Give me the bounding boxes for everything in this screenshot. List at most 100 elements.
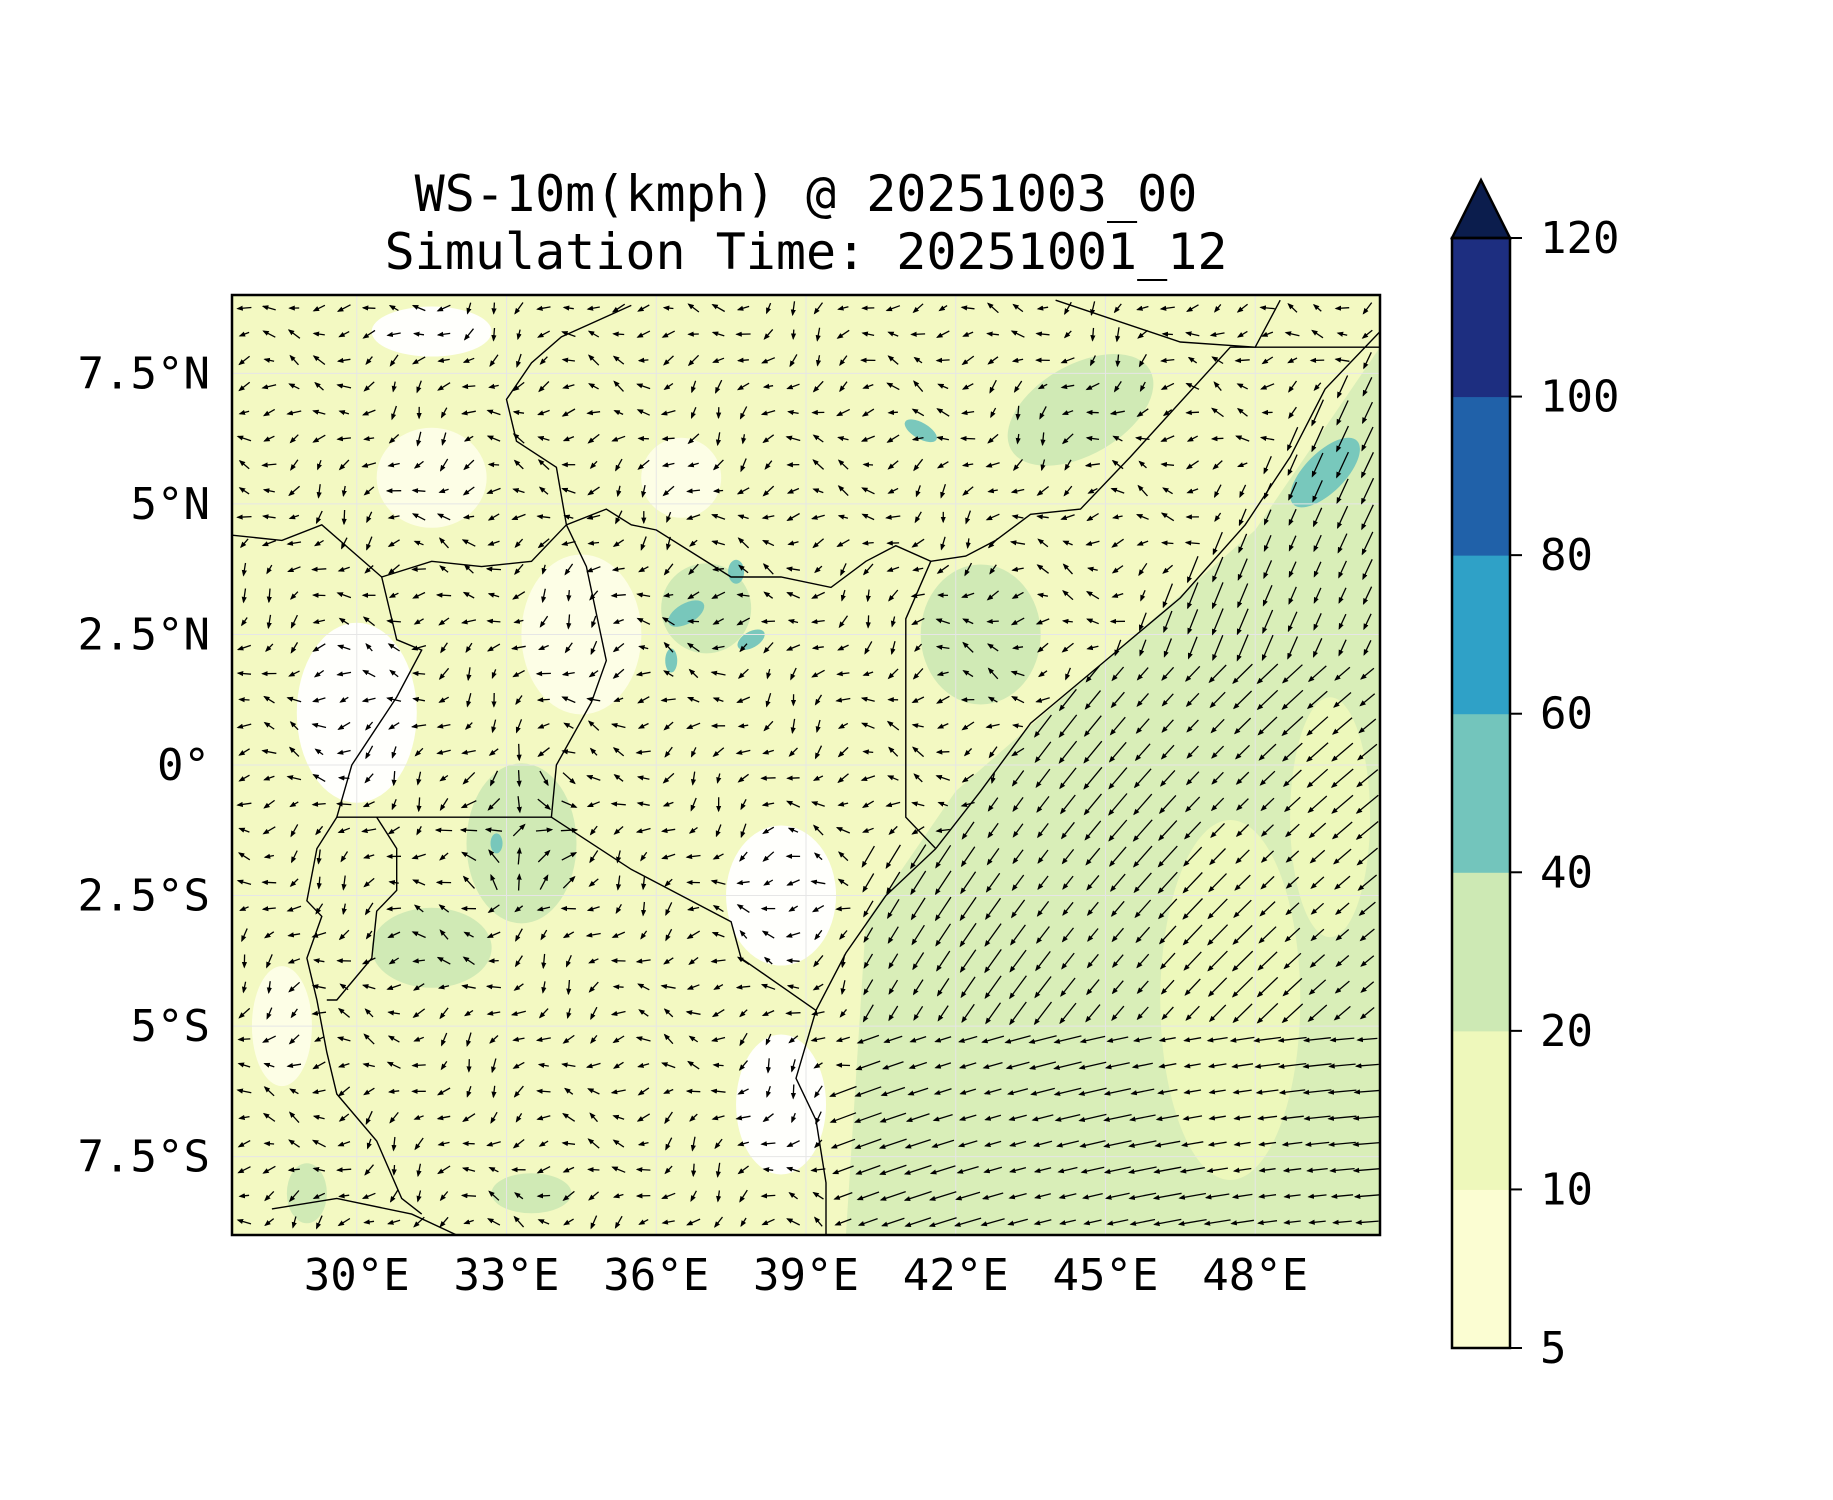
wind-arrow bbox=[1064, 301, 1072, 316]
wind-arrow bbox=[687, 354, 700, 367]
wind-arrow bbox=[286, 696, 302, 703]
wind-arrow bbox=[1085, 591, 1100, 600]
wind-arrow bbox=[236, 514, 252, 520]
coastline-east-africa bbox=[795, 848, 937, 1235]
wind-arrow bbox=[238, 459, 250, 470]
wind-arrow bbox=[537, 409, 550, 416]
wind-arrow bbox=[987, 356, 999, 365]
wind-arrow bbox=[1338, 587, 1347, 604]
shade-region bbox=[371, 907, 492, 988]
wind-arrow bbox=[812, 434, 824, 443]
wind-arrow bbox=[1186, 719, 1199, 733]
wind-arrow bbox=[586, 566, 601, 573]
wind-arrow bbox=[1035, 697, 1050, 703]
colorbar-tick-label: 5 bbox=[1540, 1323, 1567, 1374]
wind-arrow bbox=[661, 330, 675, 338]
wind-arrow bbox=[687, 462, 699, 468]
wind-arrow bbox=[637, 357, 649, 363]
wind-arrow bbox=[1061, 410, 1074, 416]
wind-arrow bbox=[511, 645, 526, 651]
wind-arrow bbox=[837, 746, 849, 758]
wind-arrow bbox=[1233, 717, 1252, 735]
wind-arrow bbox=[537, 747, 550, 757]
wind-arrow bbox=[636, 592, 651, 598]
wind-arrow bbox=[1084, 462, 1100, 468]
wind-arrow bbox=[238, 774, 250, 782]
wind-arrow bbox=[466, 302, 472, 315]
wind-arrow bbox=[989, 564, 997, 575]
wind-arrow bbox=[1312, 638, 1323, 658]
wind-arrow bbox=[965, 538, 971, 549]
wind-arrow bbox=[562, 435, 575, 442]
wind-arrow bbox=[412, 670, 426, 677]
wind-arrow bbox=[336, 383, 352, 389]
wind-arrow bbox=[561, 357, 575, 363]
wind-arrow bbox=[561, 331, 576, 338]
wind-arrow bbox=[1083, 715, 1102, 737]
wind-arrow bbox=[289, 721, 299, 731]
wind-arrow bbox=[1187, 609, 1199, 635]
wind-arrow bbox=[590, 640, 598, 656]
wind-arrow bbox=[236, 435, 252, 442]
wind-arrow bbox=[1281, 664, 1303, 684]
wind-arrow bbox=[663, 592, 674, 598]
colorbar-tick-label: 120 bbox=[1540, 213, 1619, 264]
wind-arrow bbox=[237, 1036, 251, 1042]
wind-arrow bbox=[762, 383, 774, 389]
shade-region bbox=[665, 648, 678, 673]
wind-arrow bbox=[366, 536, 373, 551]
wind-arrow bbox=[1063, 330, 1072, 339]
wind-arrow bbox=[413, 331, 425, 337]
wind-arrow bbox=[1061, 433, 1074, 445]
wind-arrow bbox=[737, 357, 749, 363]
wind-arrow bbox=[1064, 459, 1072, 471]
wind-arrow bbox=[662, 305, 674, 311]
wind-arrow bbox=[815, 355, 822, 367]
wind-arrow bbox=[1234, 357, 1250, 364]
wind-arrow bbox=[813, 302, 824, 315]
wind-arrow bbox=[1163, 638, 1173, 658]
wind-arrow bbox=[1111, 538, 1124, 548]
wind-arrow bbox=[560, 827, 579, 833]
wind-arrow bbox=[985, 723, 1000, 729]
wind-arrow bbox=[962, 618, 974, 625]
wind-arrow bbox=[660, 409, 676, 416]
wind-arrow bbox=[1060, 514, 1075, 520]
wind-arrow bbox=[312, 774, 326, 782]
wind-arrow bbox=[886, 566, 900, 572]
wind-arrow bbox=[459, 827, 478, 833]
wind-arrow bbox=[491, 719, 497, 734]
wind-arrow bbox=[1213, 484, 1222, 499]
wind-arrow bbox=[1212, 531, 1223, 556]
wind-arrow bbox=[589, 460, 598, 470]
wind-arrow bbox=[261, 462, 277, 468]
wind-arrow bbox=[1332, 717, 1353, 735]
colorbar-segment bbox=[1452, 1030, 1510, 1190]
wind-arrow bbox=[437, 357, 450, 363]
shade-region bbox=[736, 1034, 827, 1175]
wind-arrow bbox=[1236, 407, 1248, 417]
wind-arrow bbox=[760, 775, 776, 781]
latitude-tick-label: 0° bbox=[157, 740, 210, 791]
wind-arrow bbox=[764, 460, 773, 470]
wind-arrow bbox=[312, 434, 326, 443]
wind-arrow bbox=[1110, 487, 1125, 494]
wind-arrow bbox=[1011, 591, 1024, 599]
wind-arrow bbox=[890, 616, 896, 628]
wind-arrow bbox=[839, 381, 848, 393]
wind-arrow bbox=[1060, 384, 1075, 390]
colorbar-tick-label: 80 bbox=[1540, 530, 1593, 581]
wind-arrow bbox=[712, 697, 724, 703]
wind-arrow bbox=[587, 433, 600, 444]
wind-arrow bbox=[587, 540, 600, 546]
wind-arrow bbox=[1034, 714, 1052, 738]
wind-arrow bbox=[611, 303, 626, 313]
wind-arrow bbox=[391, 771, 397, 787]
latitude-tick-label: 7.5°S bbox=[78, 1132, 210, 1183]
wind-arrow bbox=[287, 566, 301, 573]
wind-arrow bbox=[1236, 634, 1249, 662]
wind-arrow bbox=[1306, 742, 1329, 763]
wind-arrow bbox=[612, 355, 625, 365]
wind-arrow bbox=[1186, 488, 1199, 494]
wind-arrow bbox=[1015, 433, 1021, 445]
